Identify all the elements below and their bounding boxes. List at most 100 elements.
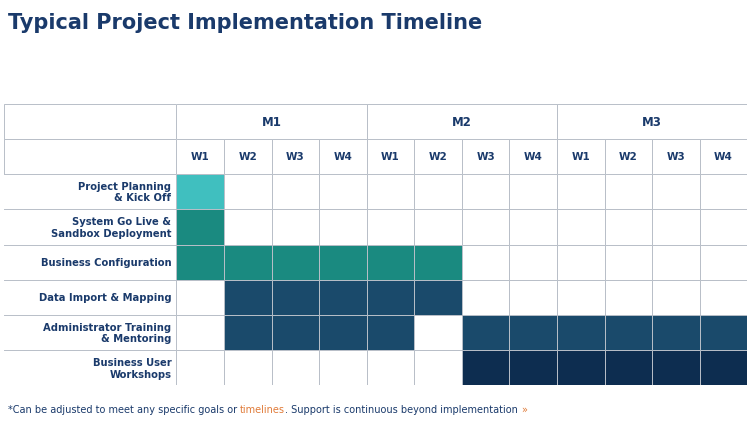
- Text: W4: W4: [523, 152, 543, 162]
- Bar: [176, 350, 224, 386]
- Text: W1: W1: [572, 152, 590, 162]
- Bar: [605, 175, 652, 210]
- Bar: [509, 210, 557, 245]
- Text: W3: W3: [667, 152, 685, 162]
- Text: W2: W2: [619, 152, 638, 162]
- Bar: [652, 210, 700, 245]
- Bar: [224, 175, 272, 210]
- Bar: [319, 245, 366, 280]
- Bar: [509, 175, 557, 210]
- Bar: [319, 175, 366, 210]
- Text: W4: W4: [333, 152, 352, 162]
- Bar: [366, 175, 415, 210]
- Bar: [415, 315, 462, 350]
- Bar: [415, 175, 462, 210]
- Bar: [272, 315, 319, 350]
- Bar: [700, 210, 747, 245]
- Bar: [272, 280, 319, 315]
- Bar: [462, 315, 509, 350]
- Bar: [415, 350, 462, 386]
- Bar: [605, 350, 652, 386]
- Bar: [176, 245, 224, 280]
- Text: . Support is continuous beyond implementation: . Support is continuous beyond implement…: [285, 404, 520, 414]
- Bar: [700, 350, 747, 386]
- Bar: [366, 104, 557, 139]
- Bar: [557, 350, 605, 386]
- Bar: [700, 175, 747, 210]
- Bar: [605, 280, 652, 315]
- Bar: [605, 210, 652, 245]
- Text: timelines: timelines: [240, 404, 285, 414]
- Bar: [509, 315, 557, 350]
- Bar: [700, 245, 747, 280]
- Bar: [462, 350, 509, 386]
- Text: W3: W3: [286, 152, 305, 162]
- Bar: [462, 245, 509, 280]
- Bar: [557, 104, 747, 139]
- Bar: [366, 280, 415, 315]
- Text: W4: W4: [714, 152, 733, 162]
- Bar: [462, 175, 509, 210]
- Bar: [462, 210, 509, 245]
- Bar: [415, 210, 462, 245]
- Bar: [224, 139, 272, 175]
- Bar: [319, 139, 366, 175]
- Text: Business Configuration: Business Configuration: [41, 258, 171, 268]
- Bar: [319, 350, 366, 386]
- Bar: [272, 210, 319, 245]
- Bar: [224, 210, 272, 245]
- Text: W1: W1: [382, 152, 400, 162]
- Bar: [557, 280, 605, 315]
- Bar: [652, 350, 700, 386]
- Bar: [366, 350, 415, 386]
- Bar: [605, 245, 652, 280]
- Bar: [700, 280, 747, 315]
- Bar: [652, 280, 700, 315]
- Text: Administrator Training
& Mentoring: Administrator Training & Mentoring: [43, 322, 171, 344]
- Text: W2: W2: [429, 152, 448, 162]
- Bar: [700, 139, 747, 175]
- Bar: [366, 315, 415, 350]
- Text: Data Import & Mapping: Data Import & Mapping: [39, 293, 171, 302]
- Text: Project Planning
& Kick Off: Project Planning & Kick Off: [78, 181, 171, 203]
- Bar: [366, 245, 415, 280]
- Bar: [224, 245, 272, 280]
- Bar: [176, 210, 224, 245]
- Bar: [4, 104, 176, 140]
- Bar: [557, 139, 605, 175]
- Bar: [176, 315, 224, 350]
- Bar: [557, 245, 605, 280]
- Text: M2: M2: [452, 115, 472, 128]
- Text: W2: W2: [239, 152, 257, 162]
- Bar: [415, 245, 462, 280]
- Bar: [557, 315, 605, 350]
- Bar: [319, 315, 366, 350]
- Bar: [652, 139, 700, 175]
- Bar: [272, 245, 319, 280]
- Bar: [319, 280, 366, 315]
- Text: W1: W1: [191, 152, 210, 162]
- Bar: [509, 280, 557, 315]
- Bar: [272, 350, 319, 386]
- Text: »: »: [520, 404, 526, 414]
- Bar: [4, 140, 176, 175]
- Bar: [176, 104, 366, 139]
- Bar: [272, 139, 319, 175]
- Text: Typical Project Implementation Timeline: Typical Project Implementation Timeline: [8, 13, 481, 33]
- Bar: [652, 175, 700, 210]
- Bar: [462, 280, 509, 315]
- Bar: [652, 315, 700, 350]
- Bar: [700, 315, 747, 350]
- Bar: [272, 175, 319, 210]
- Text: M1: M1: [261, 115, 282, 128]
- Bar: [415, 280, 462, 315]
- Text: System Go Live &
Sandbox Deployment: System Go Live & Sandbox Deployment: [51, 216, 171, 238]
- Bar: [509, 350, 557, 386]
- Bar: [557, 210, 605, 245]
- Text: *Can be adjusted to meet any specific goals or: *Can be adjusted to meet any specific go…: [8, 404, 240, 414]
- Bar: [366, 210, 415, 245]
- Text: W3: W3: [476, 152, 495, 162]
- Bar: [224, 350, 272, 386]
- Bar: [509, 139, 557, 175]
- Bar: [509, 245, 557, 280]
